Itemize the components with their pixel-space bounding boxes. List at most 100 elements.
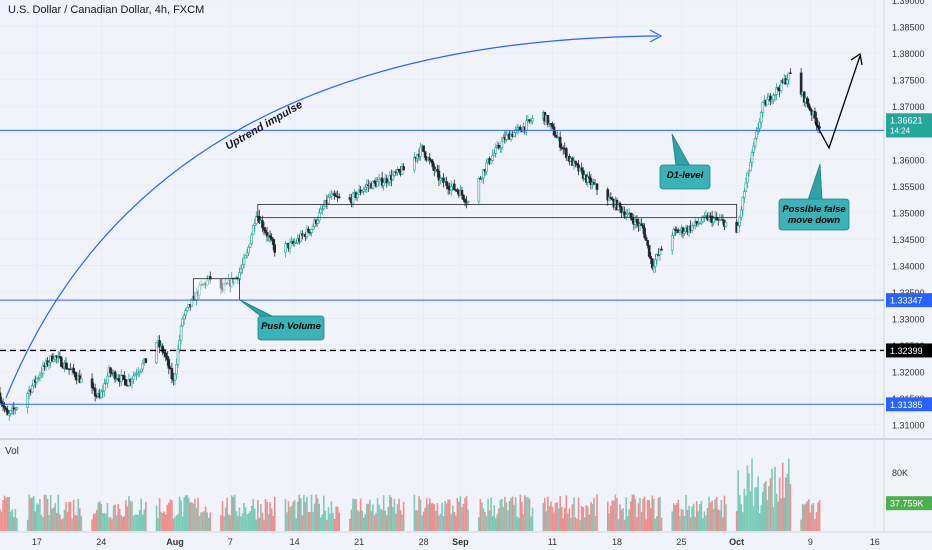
volume-bar bbox=[250, 505, 253, 531]
volume-bar bbox=[155, 505, 158, 531]
candle-body bbox=[333, 193, 336, 197]
volume-scale-label: 80K bbox=[892, 468, 908, 478]
candle-body bbox=[433, 166, 436, 171]
volume-bar bbox=[735, 511, 738, 531]
volume-bar bbox=[680, 508, 683, 531]
candle-body bbox=[807, 103, 811, 109]
volume-bar bbox=[194, 498, 196, 531]
candle-body bbox=[565, 148, 568, 159]
volume-bar bbox=[761, 491, 764, 531]
candle-body bbox=[640, 223, 643, 226]
volume-bar bbox=[458, 501, 460, 531]
volume-bar bbox=[312, 511, 314, 531]
volume-bar bbox=[80, 515, 83, 531]
volume-bar bbox=[263, 519, 265, 531]
candle-body bbox=[741, 197, 745, 211]
candle-body bbox=[753, 138, 757, 147]
level-price-label: 1.33347 bbox=[890, 296, 923, 306]
candle-body bbox=[721, 219, 725, 221]
volume-bar bbox=[355, 498, 357, 531]
volume-bar bbox=[445, 503, 448, 531]
candle-body bbox=[386, 181, 390, 184]
volume-bar bbox=[349, 518, 351, 531]
candle-body bbox=[264, 229, 267, 233]
candle-body bbox=[376, 181, 379, 187]
volume-bar bbox=[651, 495, 654, 531]
volume-bar bbox=[178, 496, 181, 531]
volume-bar bbox=[298, 494, 301, 531]
time-tick-label: Oct bbox=[729, 537, 744, 547]
volume-bar bbox=[29, 498, 32, 531]
current-price-box bbox=[886, 113, 932, 138]
candle-body bbox=[772, 95, 775, 101]
candle-body bbox=[104, 382, 108, 385]
candle-body bbox=[787, 72, 791, 81]
candle-body bbox=[551, 124, 554, 128]
time-tick-label: 17 bbox=[32, 537, 42, 547]
volume-bar bbox=[129, 500, 132, 531]
volume-bar bbox=[226, 497, 228, 531]
candle-body bbox=[60, 357, 63, 367]
candle-body bbox=[397, 169, 401, 172]
volume-bar bbox=[13, 516, 15, 531]
volume-bar bbox=[620, 509, 623, 531]
volume-bar bbox=[272, 515, 274, 531]
candle-body bbox=[184, 310, 188, 316]
candle-body bbox=[749, 162, 752, 172]
volume-bar bbox=[220, 515, 222, 531]
candle-body bbox=[750, 152, 754, 163]
volume-bar bbox=[505, 502, 508, 531]
volume-bar bbox=[204, 506, 207, 531]
volume-bar bbox=[817, 502, 819, 531]
volume-bar bbox=[102, 513, 104, 531]
projection-arrowhead bbox=[850, 52, 863, 66]
candle-body bbox=[377, 179, 381, 182]
candle-body bbox=[623, 211, 626, 217]
volume-bar bbox=[488, 510, 491, 531]
volume-bar bbox=[438, 515, 440, 531]
volume-bar bbox=[722, 517, 724, 531]
volume-bar bbox=[507, 510, 509, 531]
volume-bar bbox=[812, 502, 815, 531]
volume-bar bbox=[376, 498, 379, 531]
volume-bar bbox=[257, 500, 259, 531]
candle-body bbox=[35, 378, 39, 383]
candle-body bbox=[119, 374, 123, 382]
volume-bar bbox=[382, 495, 385, 531]
candle-body bbox=[294, 242, 298, 244]
volume-bar bbox=[117, 503, 119, 531]
volume-bar bbox=[676, 503, 678, 531]
volume-bar bbox=[209, 512, 212, 531]
candle-body bbox=[650, 258, 654, 269]
candle-body bbox=[170, 368, 174, 380]
candle-body bbox=[439, 178, 442, 181]
volume-bar bbox=[525, 497, 528, 531]
volume-bar bbox=[57, 494, 60, 531]
candle-body bbox=[499, 147, 502, 149]
volume-bar bbox=[287, 501, 290, 531]
volume-bar bbox=[184, 495, 187, 531]
volume-bar bbox=[467, 509, 469, 531]
candle-body bbox=[363, 186, 367, 190]
candle-body bbox=[15, 407, 19, 410]
volume-bar bbox=[289, 507, 291, 531]
volume-bar bbox=[273, 496, 276, 531]
volume-bar bbox=[691, 506, 693, 531]
candle-body bbox=[466, 200, 470, 203]
volume-bar bbox=[504, 496, 506, 531]
volume-bar bbox=[200, 512, 202, 531]
volume-bar bbox=[433, 504, 436, 531]
candle-body bbox=[773, 94, 777, 96]
volume-bar bbox=[459, 496, 462, 531]
candle-body bbox=[132, 375, 135, 380]
volume-bar bbox=[45, 494, 47, 531]
volume-bar bbox=[752, 506, 755, 531]
time-tick-label: Aug bbox=[166, 537, 184, 547]
candle-body bbox=[167, 359, 171, 369]
volume-bar bbox=[40, 514, 43, 531]
volume-bar bbox=[501, 498, 503, 531]
volume-bar bbox=[725, 504, 727, 531]
candle-body bbox=[528, 119, 531, 122]
